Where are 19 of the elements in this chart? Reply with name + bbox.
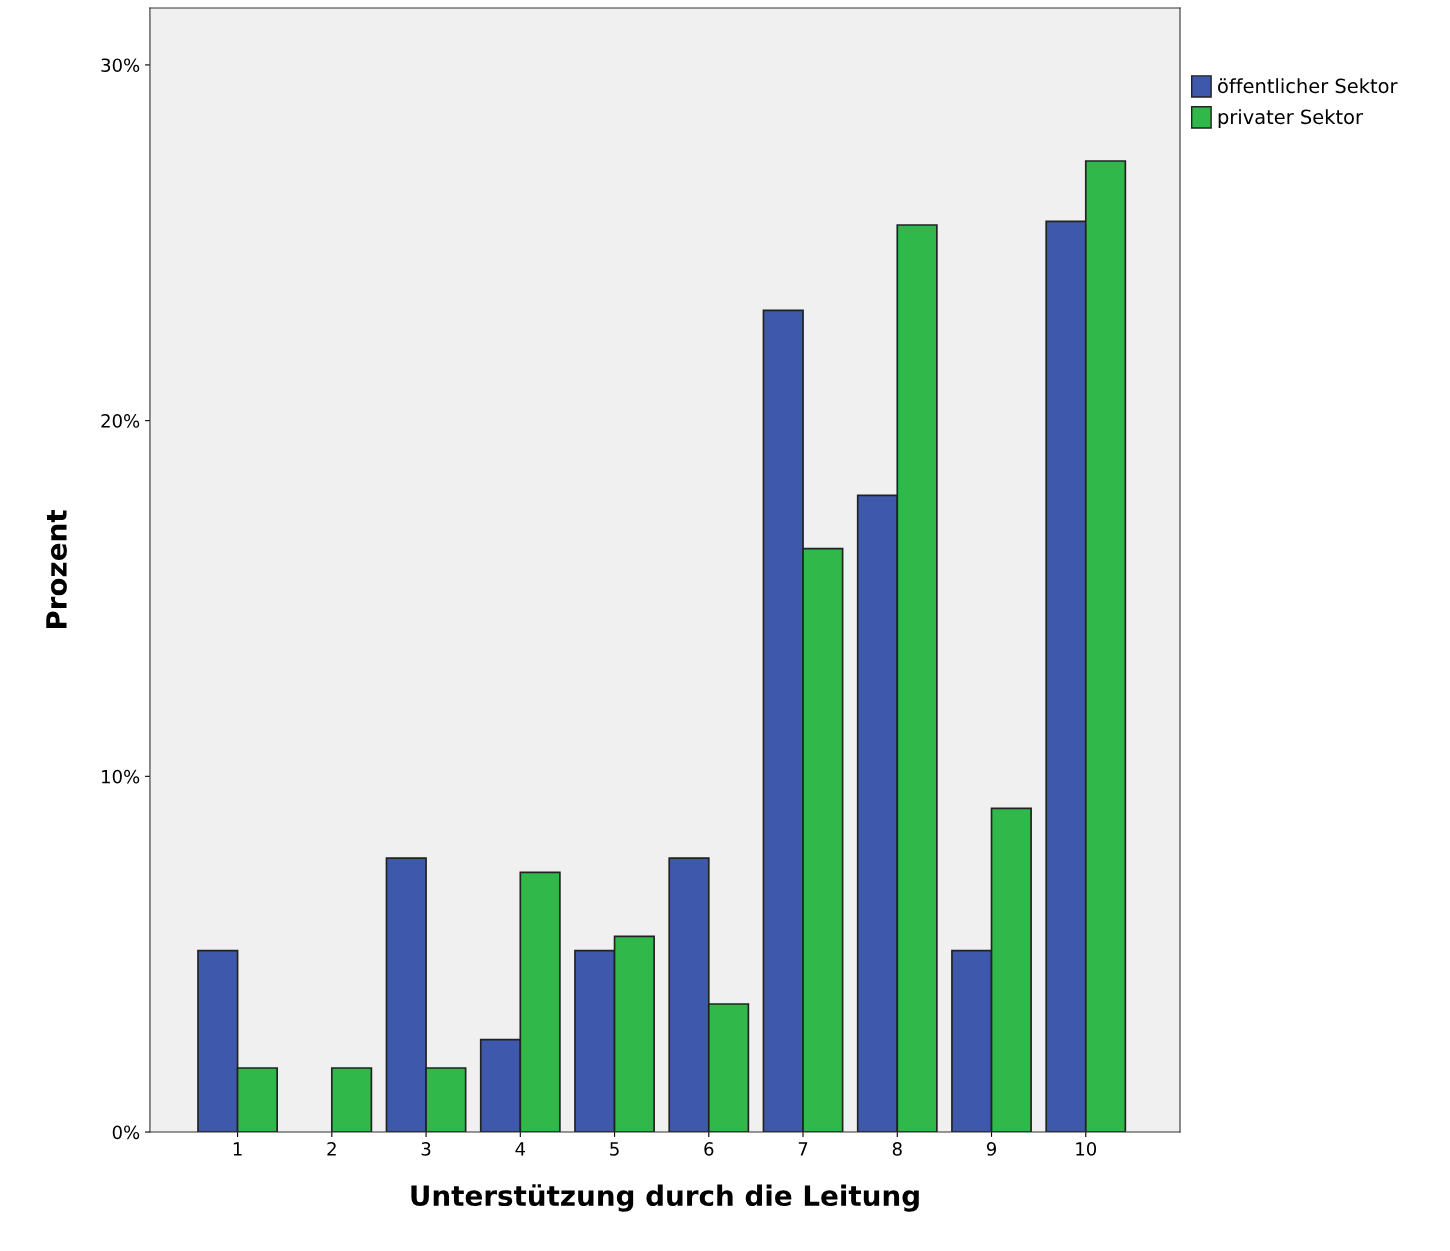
y-tick-label: 30% — [101, 58, 140, 73]
y-tick-label: 20% — [101, 414, 140, 428]
y-tick-label: 10% — [102, 769, 140, 784]
x-tick-label: 3 — [421, 1142, 431, 1156]
legend-label: privater Sektor — [1218, 109, 1363, 128]
bar — [330, 1067, 373, 1133]
x-tick-label: 7 — [798, 1142, 808, 1156]
x-tick-label: 6 — [704, 1142, 714, 1156]
y-axis-title: Prozent — [46, 510, 67, 629]
y-tick-label: 0% — [112, 1125, 140, 1140]
x-tick-label: 5 — [610, 1142, 619, 1156]
x-tick-label: 2 — [327, 1142, 336, 1156]
x-tick-label: 1 — [233, 1142, 242, 1156]
x-tick-label: 10 — [1076, 1142, 1097, 1156]
x-axis-title: Unterstützung durch die Leitung — [411, 1184, 919, 1212]
x-tick-label: 4 — [515, 1142, 526, 1156]
x-tick-label: 9 — [986, 1142, 996, 1156]
legend-label: öffentlicher Sektor — [1218, 78, 1398, 94]
x-tick-label: 8 — [892, 1142, 902, 1156]
